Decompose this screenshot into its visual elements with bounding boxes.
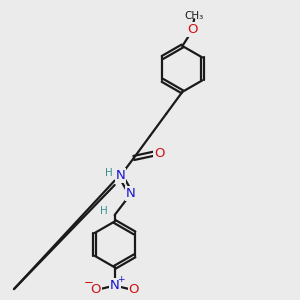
Text: O: O	[154, 147, 165, 160]
Text: CH₃: CH₃	[184, 11, 204, 21]
Text: N: N	[126, 187, 136, 200]
Text: H: H	[106, 168, 113, 178]
Text: O: O	[90, 283, 101, 296]
Text: N: N	[116, 169, 125, 182]
Text: O: O	[129, 283, 139, 296]
Text: H: H	[100, 206, 107, 217]
Text: +: +	[117, 274, 125, 284]
Text: −: −	[84, 276, 94, 289]
Text: N: N	[110, 279, 119, 292]
Text: O: O	[188, 23, 198, 36]
